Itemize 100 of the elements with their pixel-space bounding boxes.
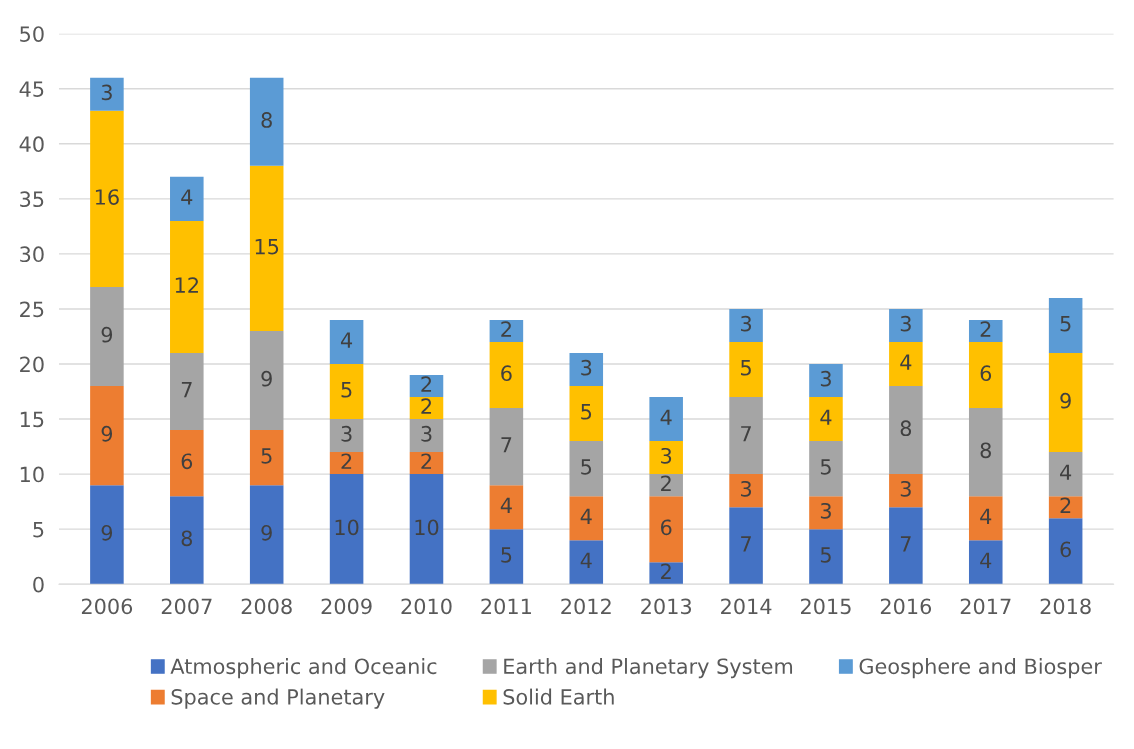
x-tick-label: 2014 [721,598,772,615]
data-label: 15 [255,238,279,255]
data-label: 5 [341,382,352,398]
bar [489,408,524,486]
bar [409,375,444,398]
y-tick-label: 30 [20,246,44,263]
data-label: 6 [1060,541,1071,558]
data-label: 7 [501,437,512,453]
bar [409,419,444,453]
bar [249,77,284,166]
data-label: 4 [980,552,992,568]
y-tick-label: 50 [20,26,44,42]
bar [249,330,284,431]
bar [1048,353,1083,453]
bar [409,452,444,475]
bar [649,562,683,585]
bar [90,286,124,387]
data-label: 3 [421,425,432,442]
x-tick-label: 2010 [401,598,452,615]
data-label: 9 [101,524,113,541]
bar [170,220,204,353]
data-label: 9 [101,326,113,343]
data-label: 3 [900,480,911,497]
data-label: 4 [580,552,592,568]
data-label: 3 [820,502,831,519]
data-label: 8 [900,420,912,437]
legend-label: Geosphere and Biosper [859,658,1102,679]
data-label: 5 [501,547,512,563]
data-label: 9 [261,370,272,387]
x-tick-label: 2018 [1040,598,1091,615]
x-tick-label: 2015 [800,598,851,615]
bar [809,397,843,442]
data-label: 10 [415,519,439,536]
bar [90,77,124,111]
x-tick-label: 2008 [241,598,292,615]
bar [968,496,1003,541]
data-label: 4 [980,508,992,524]
bar [889,308,923,342]
data-label: 3 [741,480,752,497]
bar [489,341,524,409]
data-label: 2 [421,398,432,414]
y-tick-label: 10 [20,466,44,483]
bar [889,386,923,475]
data-label: 5 [581,404,592,420]
data-label: 4 [900,354,912,370]
data-label: 4 [820,409,832,425]
data-label: 6 [980,365,992,382]
data-label: 8 [261,112,272,128]
bar [170,430,204,497]
data-label: 4 [660,409,672,425]
data-label: 3 [101,84,112,101]
bar [409,397,444,420]
data-label: 2 [661,475,671,491]
data-label: 9 [1060,392,1071,409]
data-label: 6 [661,519,672,536]
x-tick-label: 2006 [81,598,133,615]
data-label: 12 [175,277,198,293]
data-label: 5 [820,547,831,563]
data-label: 2 [501,321,511,337]
data-label: 2 [341,453,352,469]
y-tick-label: 20 [20,356,44,373]
data-label: 8 [181,530,192,547]
data-label: 9 [101,425,113,442]
bar [249,165,284,331]
legend-label: Earth and Planetary System [504,658,793,679]
data-label: 7 [741,426,751,442]
data-label: 4 [1060,464,1072,480]
bar [809,441,843,497]
data-label: 6 [501,365,512,382]
legend-label: Atmospheric and Oceanic [170,658,437,679]
y-tick-label: 40 [19,136,44,153]
data-label: 4 [500,497,512,513]
bar [729,397,763,475]
bar [809,496,843,530]
y-tick-label: 25 [20,301,44,318]
data-label: 7 [900,536,911,552]
bar [329,419,364,453]
bar [409,474,444,585]
data-label: 3 [900,315,911,332]
data-label: 5 [1060,316,1071,332]
data-label: 2 [1060,497,1071,513]
bar [170,353,204,431]
bar [90,386,124,486]
data-label: 5 [581,459,592,475]
bar [968,408,1003,497]
x-tick-label: 2007 [161,598,212,615]
bar [889,474,923,508]
data-label: 3 [341,425,352,442]
bar [489,529,524,585]
bar [1048,496,1083,519]
bar [1048,452,1083,497]
bar [729,507,763,585]
data-label: 2 [421,453,432,469]
bar [649,441,683,475]
bar [569,441,604,497]
bar [968,540,1003,585]
bar [329,319,364,365]
data-label: 2 [661,563,671,579]
data-label: 16 [95,189,119,205]
bar [968,319,1003,342]
